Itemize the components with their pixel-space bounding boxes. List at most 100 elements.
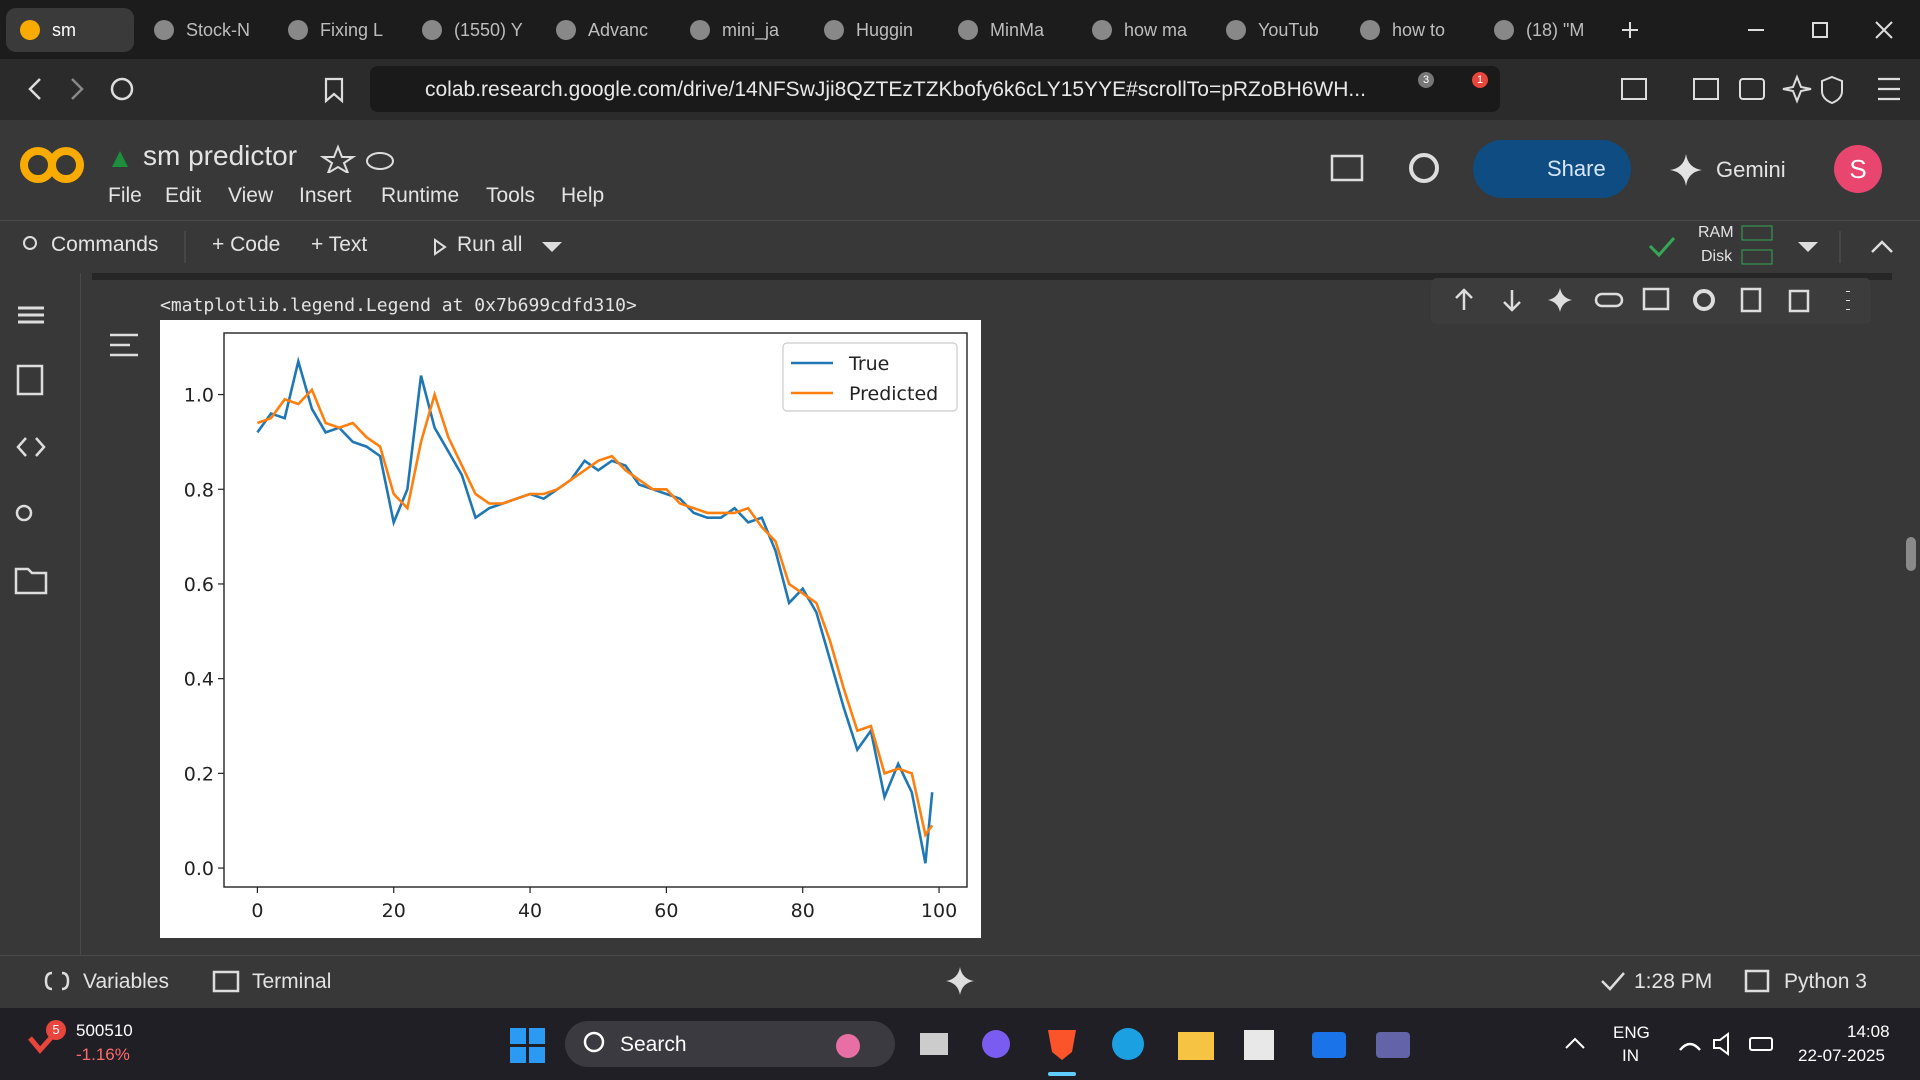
snippets[interactable] [16, 437, 46, 457]
scrollbar[interactable] [1906, 537, 1916, 571]
chart: 0.0 0.2 0.4 0.6 0.8 1.0 0 20 40 60 80 100 True Predic… [160, 320, 981, 938]
avatar[interactable]: S [1834, 145, 1882, 193]
delete[interactable] [1788, 289, 1810, 313]
browser-tab[interactable]: how ma [1078, 8, 1206, 52]
x-tick-label: 60 [654, 900, 678, 922]
output-actions[interactable] [110, 333, 138, 357]
y-tick-label: 1.0 [184, 385, 214, 407]
move-up[interactable] [1455, 288, 1473, 310]
reload[interactable] [110, 77, 134, 101]
browser-tab[interactable]: how to [1346, 8, 1474, 52]
browser-tab[interactable]: sm [6, 8, 134, 52]
status-icons [44, 967, 1770, 995]
leo[interactable] [1782, 74, 1812, 104]
notebook-title[interactable]: sm predictor [143, 140, 298, 171]
content-icons [14, 273, 1916, 595]
output-text: <matplotlib.legend.Legend at 0x7b699cdfd… [160, 295, 637, 316]
disk-label: Disk [1701, 248, 1733, 265]
bookmark[interactable] [324, 77, 344, 104]
browser-tab[interactable]: MinMa [944, 8, 1072, 52]
new-tab[interactable] [1622, 22, 1638, 38]
menu-item[interactable]: File [108, 184, 142, 207]
toc[interactable] [18, 306, 44, 324]
url[interactable]: colab.research.google.com/drive/14NFSwJj… [425, 78, 1366, 101]
search-label[interactable]: Search [620, 1033, 687, 1056]
comments[interactable] [1330, 154, 1364, 182]
settings[interactable] [1409, 153, 1439, 183]
browser-menu[interactable] [1878, 77, 1900, 101]
reader[interactable] [1621, 78, 1647, 100]
find[interactable] [16, 364, 44, 396]
maximize[interactable] [1812, 22, 1828, 38]
browser-tab[interactable]: (18) "M [1480, 8, 1608, 52]
browser-tab[interactable]: Stock-N [140, 8, 268, 52]
taskbar-icons [28, 1028, 1773, 1076]
stock-name[interactable]: 500510 [76, 1021, 133, 1040]
menu-item[interactable]: Help [561, 184, 605, 207]
gemini-icon [1670, 154, 1702, 186]
add-text[interactable]: + Text [311, 233, 368, 256]
header-icons [1330, 153, 1439, 183]
y-tick-label: 0.4 [184, 669, 214, 691]
url-box[interactable] [370, 66, 1500, 112]
window-controls [1622, 21, 1893, 39]
x-tick-label: 40 [518, 900, 542, 922]
toolbar-icons [23, 225, 1893, 265]
clock[interactable]: 14:08 [1847, 1022, 1890, 1041]
menu-item[interactable]: Insert [299, 184, 352, 207]
gemini-status[interactable] [946, 967, 974, 995]
cell-settings[interactable] [1693, 289, 1715, 311]
browser-tab[interactable]: Fixing L [274, 8, 402, 52]
share-button[interactable]: Share [1473, 140, 1631, 198]
star[interactable] [319, 144, 357, 173]
y-tick-label: 0.0 [184, 858, 214, 880]
runtime[interactable]: Python 3 [1784, 970, 1867, 993]
close[interactable] [1875, 21, 1893, 39]
date[interactable]: 22-07-2025 [1798, 1046, 1885, 1065]
collapse[interactable] [1871, 240, 1893, 253]
gemini-cell[interactable] [1548, 288, 1572, 312]
back[interactable] [28, 78, 41, 100]
forward[interactable] [71, 78, 84, 100]
menu-item[interactable]: Tools [486, 184, 536, 207]
variables[interactable]: Variables [83, 970, 169, 993]
files[interactable] [14, 567, 48, 595]
menu-item[interactable]: Runtime [381, 184, 460, 207]
stock-change[interactable]: -1.16% [76, 1045, 130, 1064]
series-line [256, 387, 934, 839]
taskbar [0, 1008, 1920, 1080]
sidebar-toggle[interactable] [1693, 78, 1719, 100]
menu-item[interactable]: View [228, 184, 274, 207]
browser-tab[interactable]: (1550) Y [408, 8, 536, 52]
commands[interactable]: Commands [51, 233, 159, 256]
link[interactable] [1594, 292, 1624, 308]
resources-menu[interactable] [1798, 242, 1818, 252]
browser-tab[interactable]: mini_ja [676, 8, 804, 52]
run-menu[interactable] [542, 242, 562, 252]
browser-tab[interactable]: YouTub [1212, 8, 1340, 52]
mirror[interactable] [1740, 287, 1762, 313]
drive-icon [112, 151, 128, 167]
colab-logo[interactable] [20, 145, 86, 185]
lang[interactable]: ENG [1613, 1023, 1650, 1042]
wallet[interactable] [1739, 78, 1765, 100]
exec-time[interactable]: 1:28 PM [1634, 970, 1713, 993]
menu-item[interactable]: Edit [165, 184, 202, 207]
y-tick-label: 0.6 [184, 574, 214, 596]
region[interactable]: IN [1622, 1046, 1639, 1065]
y-tick-label: 0.2 [184, 763, 214, 785]
browser-tab[interactable]: Advanc [542, 8, 670, 52]
x-tick-label: 80 [791, 900, 815, 922]
vpn[interactable] [1821, 75, 1843, 105]
browser-tab[interactable]: Huggin [810, 8, 938, 52]
shield-badge: 3 [1418, 72, 1434, 88]
comment[interactable] [1642, 287, 1670, 311]
secrets[interactable] [15, 504, 33, 522]
run-all[interactable]: Run all [457, 233, 523, 256]
add-code[interactable]: + Code [212, 233, 281, 256]
move-down[interactable] [1503, 290, 1521, 312]
sidebar [0, 273, 81, 955]
terminal[interactable]: Terminal [252, 970, 332, 993]
gemini-button[interactable]: Gemini [1716, 157, 1786, 182]
